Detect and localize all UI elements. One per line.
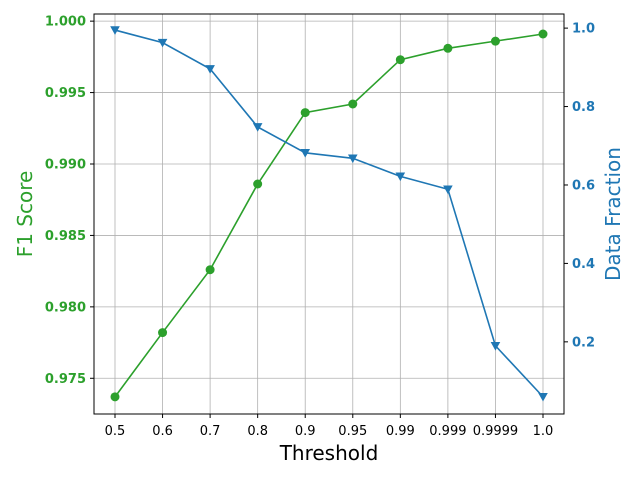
y-right-tick-label: 1.0 — [572, 22, 595, 37]
f1-score-point — [490, 36, 500, 46]
f1-score-line — [114, 33, 544, 398]
f1-score-point — [205, 265, 215, 275]
data-fraction-point — [395, 172, 406, 182]
x-axis-title: Threshold — [279, 441, 379, 465]
data-fraction-point — [205, 65, 215, 74]
x-tick-label: 0.5 — [105, 424, 126, 439]
data-fraction-point — [252, 123, 263, 132]
x-tick-label: 0.99 — [386, 424, 415, 439]
y-left-tick-label: 1.000 — [45, 15, 86, 30]
y-right-tick-label: 0.2 — [572, 335, 595, 350]
y-right-tick-label: 0.8 — [572, 100, 595, 115]
f1-score-point — [158, 328, 168, 338]
y-left-axis-title: F1 Score — [13, 171, 37, 258]
x-tick-label: 1.0 — [533, 424, 554, 439]
x-tick-label: 0.9999 — [473, 424, 519, 439]
y-left-tick-label: 0.985 — [45, 229, 86, 244]
plot-frame — [93, 13, 565, 415]
f1-score-point — [110, 392, 120, 402]
x-tick-label: 0.6 — [152, 424, 173, 439]
axes — [90, 13, 568, 418]
f1-score-point — [395, 55, 405, 65]
grid — [94, 14, 564, 414]
series-layer — [110, 26, 548, 402]
data-fraction-point — [110, 26, 120, 35]
data-fraction-point — [443, 185, 453, 195]
y-right-tick-label: 0.6 — [572, 178, 595, 193]
x-tick-label: 0.7 — [200, 424, 221, 439]
x-tick-label: 0.8 — [247, 424, 268, 439]
x-tick-label: 0.999 — [429, 424, 466, 439]
data-fraction-point — [300, 149, 311, 158]
y-left-tick-label: 0.980 — [45, 300, 86, 315]
data-fraction-point — [538, 392, 548, 402]
y-left-tick-label: 0.995 — [45, 86, 86, 101]
data-fraction-point — [347, 154, 358, 164]
y-right-tick-label: 0.4 — [572, 257, 595, 272]
data-fraction-point — [157, 38, 168, 48]
f1-score-point — [253, 179, 263, 189]
x-tick-label: 0.9 — [295, 424, 316, 439]
y-left-tick-label: 0.990 — [45, 158, 86, 173]
data-fraction-point — [490, 341, 501, 351]
f1-score-point — [538, 29, 548, 39]
f1-score-point — [443, 43, 453, 53]
f1-score-point — [348, 99, 358, 109]
x-tick-label: 0.95 — [338, 424, 367, 439]
y-left-tick-label: 0.975 — [45, 372, 86, 387]
f1-score-point — [300, 108, 310, 118]
data-fraction-line — [114, 29, 544, 398]
y-right-axis-title: Data Fraction — [601, 147, 625, 281]
tick-labels: 0.5 0.6 0.7 0.8 0.9 0.95 0.99 0.999 0.9999 1.0 0.9… — [45, 15, 595, 439]
